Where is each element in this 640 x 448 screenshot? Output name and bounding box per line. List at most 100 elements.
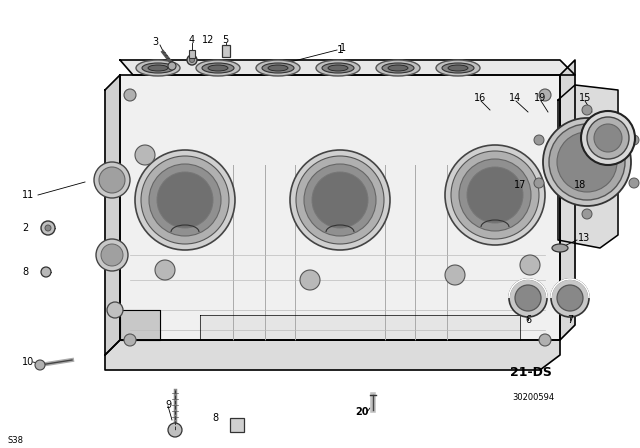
Circle shape [467,167,523,223]
Circle shape [445,145,545,245]
Ellipse shape [328,65,348,71]
Circle shape [539,89,551,101]
Circle shape [582,105,592,115]
Circle shape [124,89,136,101]
Circle shape [189,57,195,63]
Ellipse shape [382,63,414,73]
Circle shape [296,156,384,244]
Circle shape [594,124,622,152]
Polygon shape [200,315,520,340]
Text: 8: 8 [22,267,28,277]
Circle shape [304,164,376,236]
Ellipse shape [256,60,300,76]
Text: 8: 8 [212,413,218,423]
Ellipse shape [436,60,480,76]
Ellipse shape [136,60,180,76]
Circle shape [587,117,629,159]
Circle shape [94,162,130,198]
Text: 14: 14 [509,93,521,103]
Text: 13: 13 [578,233,590,243]
Circle shape [520,255,540,275]
Ellipse shape [322,63,354,73]
Circle shape [187,55,197,65]
Text: 21-DS: 21-DS [510,366,552,379]
Circle shape [41,221,55,235]
Ellipse shape [316,60,360,76]
Circle shape [629,178,639,188]
Circle shape [168,423,182,437]
Ellipse shape [552,244,568,252]
Circle shape [96,239,128,271]
Circle shape [582,209,592,219]
Text: 16: 16 [474,93,486,103]
Circle shape [539,334,551,346]
Polygon shape [120,75,560,340]
Circle shape [515,285,541,311]
Ellipse shape [196,60,240,76]
Polygon shape [558,85,618,248]
Circle shape [290,150,390,250]
Text: 6: 6 [525,315,531,325]
Ellipse shape [376,60,420,76]
Circle shape [543,118,631,206]
Text: 3: 3 [152,37,158,47]
Circle shape [99,167,125,193]
Text: 2: 2 [22,223,28,233]
Circle shape [451,151,539,239]
Polygon shape [105,340,560,370]
Text: 20: 20 [355,407,369,417]
Ellipse shape [142,63,174,73]
Circle shape [557,132,617,192]
Text: 4: 4 [189,35,195,45]
Text: 19: 19 [534,93,546,103]
Text: 18: 18 [574,180,586,190]
Circle shape [445,265,465,285]
Circle shape [155,260,175,280]
Circle shape [459,159,531,231]
Circle shape [149,164,221,236]
Polygon shape [120,60,575,75]
Circle shape [509,279,547,317]
Ellipse shape [262,63,294,73]
Circle shape [141,156,229,244]
Circle shape [534,178,544,188]
Circle shape [124,334,136,346]
Circle shape [107,302,123,318]
Text: 1: 1 [337,45,344,55]
Text: 11: 11 [22,190,35,200]
Text: 17: 17 [514,180,526,190]
Circle shape [312,172,368,228]
Text: 7: 7 [567,315,573,325]
Polygon shape [560,60,575,340]
Text: 1: 1 [340,43,346,53]
Ellipse shape [148,65,168,71]
Circle shape [45,225,51,231]
Bar [222,45,230,57]
Circle shape [35,360,45,370]
Circle shape [549,124,625,200]
Text: 15: 15 [579,93,591,103]
Text: 5: 5 [222,35,228,45]
Circle shape [551,279,589,317]
Ellipse shape [208,65,228,71]
Circle shape [101,244,123,266]
Polygon shape [105,75,120,355]
Circle shape [168,62,176,70]
Circle shape [629,135,639,145]
Circle shape [135,150,235,250]
Circle shape [300,270,320,290]
Ellipse shape [388,65,408,71]
Text: 12: 12 [202,35,214,45]
Bar [189,50,195,58]
Text: S38: S38 [8,435,24,444]
Text: 9: 9 [165,400,171,410]
Ellipse shape [448,65,468,71]
Ellipse shape [442,63,474,73]
Circle shape [41,267,51,277]
Text: 10: 10 [22,357,35,367]
Circle shape [581,111,635,165]
Polygon shape [120,310,160,340]
Circle shape [157,172,213,228]
Text: 30200594: 30200594 [512,392,554,401]
Circle shape [534,135,544,145]
